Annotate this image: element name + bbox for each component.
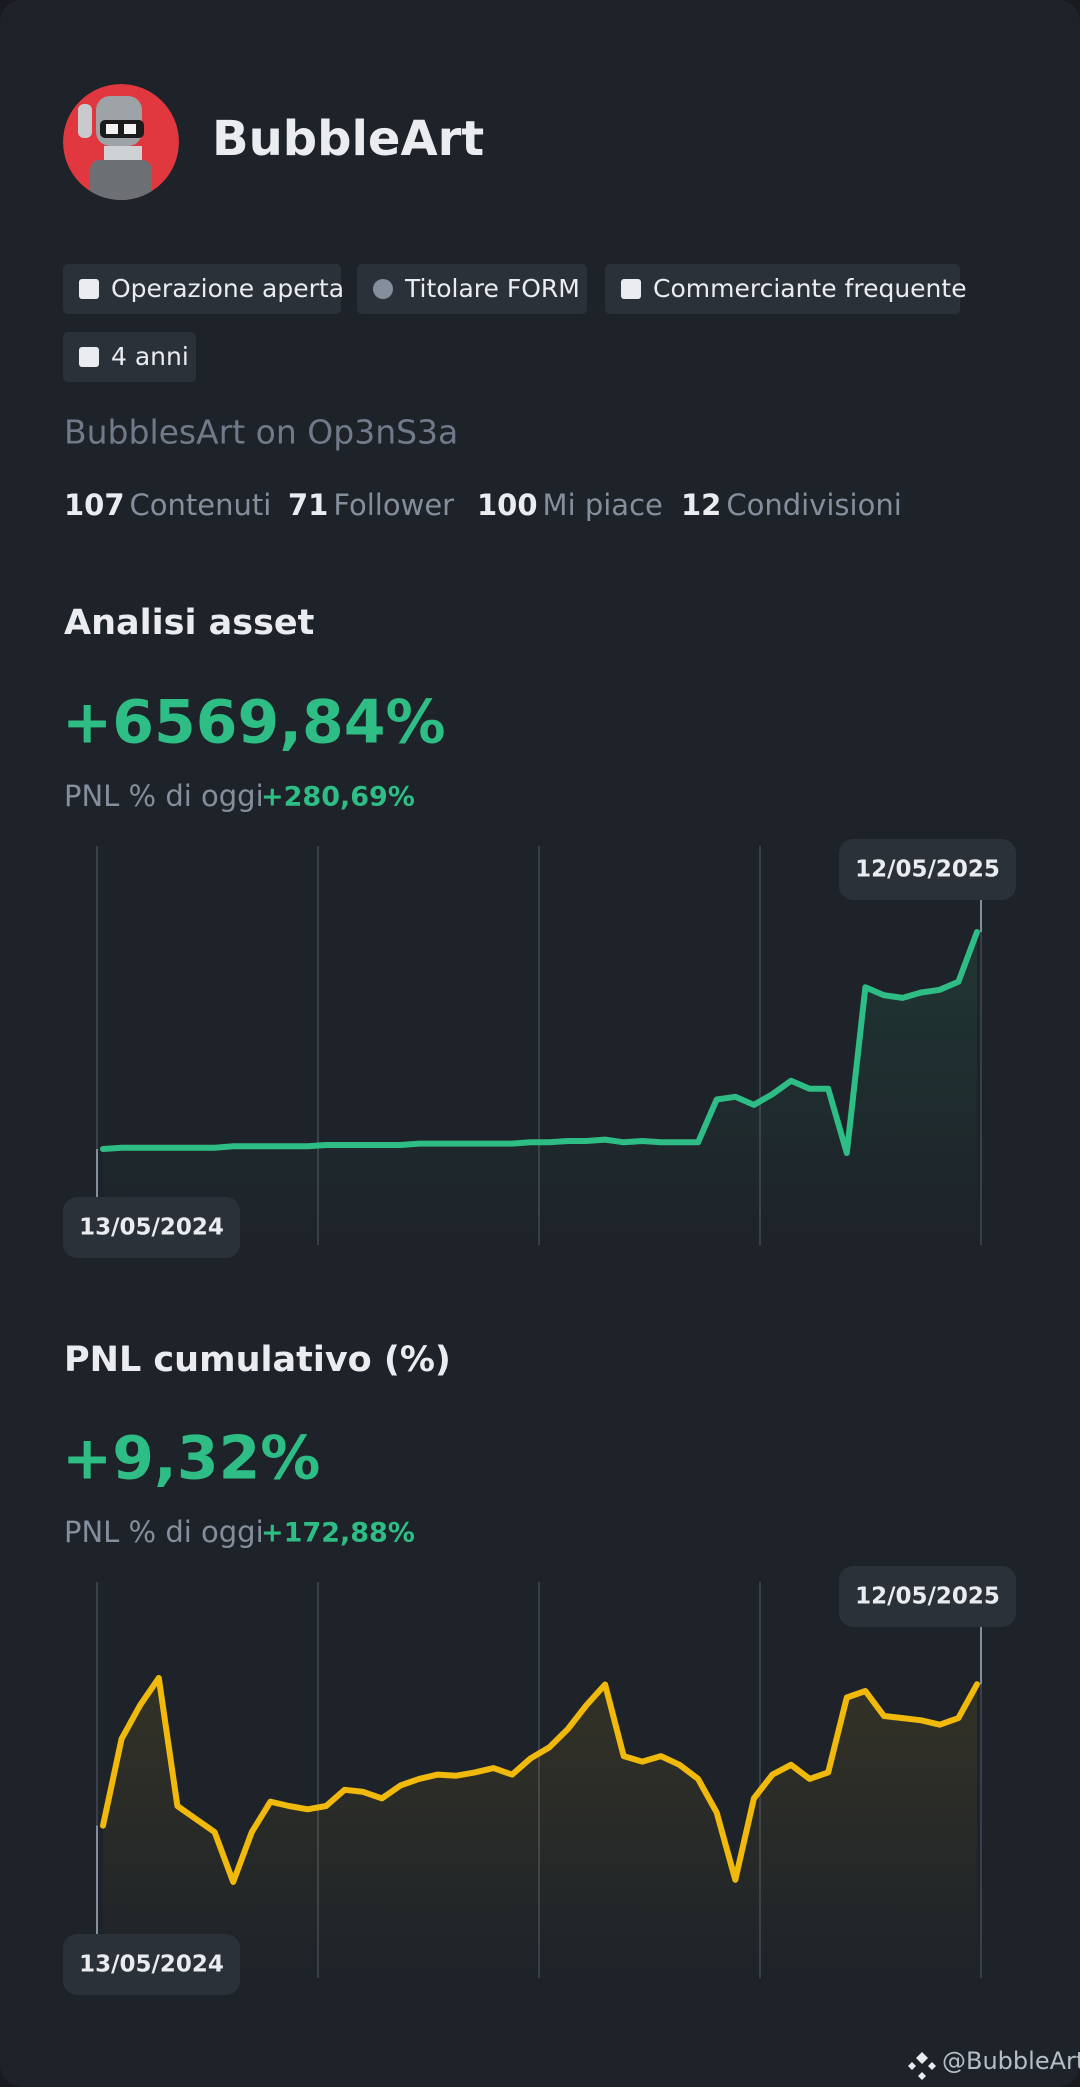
area-fill [103, 932, 977, 1245]
tooltip-date: 12/05/2025 [855, 857, 1000, 883]
today-value: +172,88% [261, 1518, 415, 1549]
today-label: PNL % di oggi [64, 1515, 264, 1549]
stat: 107 Contenuti [64, 488, 271, 522]
tag-chip[interactable] [357, 264, 587, 314]
tag-chip[interactable] [605, 264, 960, 314]
today-value: +280,69% [261, 782, 415, 813]
tooltip-date: 13/05/2024 [79, 1952, 224, 1978]
tooltip-box [63, 1934, 240, 1995]
tooltip-box [839, 1566, 1016, 1627]
area-fill [103, 1678, 977, 1978]
profile-name: BubbleArt [212, 111, 484, 167]
series-line [100, 1675, 980, 1885]
section-title: PNL cumulativo (%) [64, 1340, 451, 1380]
headline-value: +9,32% [62, 1424, 320, 1494]
tooltip-date: 12/05/2025 [855, 1584, 1000, 1610]
stat-value: 12 [681, 488, 721, 522]
tooltip-box [839, 839, 1016, 900]
stat-label: Follower [333, 488, 454, 522]
profile-bio: BubblesArt on Op3nS3a [64, 413, 458, 452]
stat: 100 Mi piace [477, 488, 663, 522]
stat-label: Mi piace [543, 488, 663, 522]
tag-chip[interactable] [63, 332, 196, 382]
headline-value: +6569,84% [62, 688, 446, 758]
tag-icon [79, 347, 99, 367]
footer-handle: @BubbleArt [942, 2047, 1080, 2075]
today-label: PNL % di oggi [64, 779, 264, 813]
series-line [100, 929, 980, 1156]
tooltip-date: 13/05/2024 [79, 1215, 224, 1241]
stat-value: 107 [64, 488, 125, 522]
stat-label: Contenuti [130, 488, 272, 522]
tag-label: Operazione aperta [111, 274, 344, 303]
tag-icon [373, 279, 393, 299]
tag-label: Commerciante frequente [653, 274, 967, 303]
tag-icon [79, 279, 99, 299]
stat-value: 71 [288, 488, 328, 522]
avatar[interactable] [63, 84, 179, 200]
tag-label: 4 anni [111, 342, 189, 371]
stat-value: 100 [477, 488, 538, 522]
stat-label: Condivisioni [726, 488, 901, 522]
section-title: Analisi asset [64, 603, 314, 643]
tooltip-box [63, 1197, 240, 1258]
tag-icon [621, 279, 641, 299]
stat: 12 Condivisioni [681, 488, 902, 522]
stat: 71 Follower [288, 488, 454, 522]
footer-icon [908, 2052, 936, 2080]
tag-chip[interactable] [63, 264, 341, 314]
tag-label: Titolare FORM [404, 274, 580, 303]
